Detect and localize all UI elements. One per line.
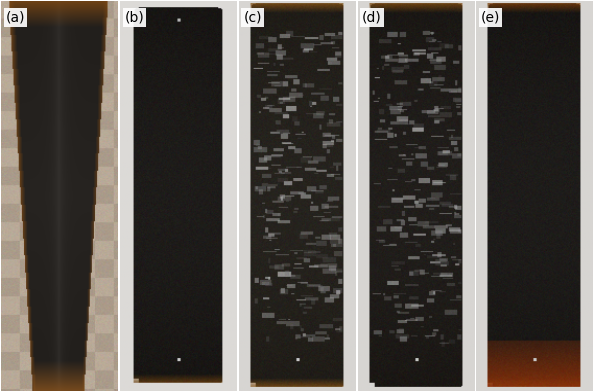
Text: (d): (d)	[362, 11, 382, 25]
Text: (e): (e)	[481, 11, 500, 25]
Text: (b): (b)	[125, 11, 144, 25]
Text: (c): (c)	[244, 11, 262, 25]
Text: (a): (a)	[6, 11, 26, 25]
